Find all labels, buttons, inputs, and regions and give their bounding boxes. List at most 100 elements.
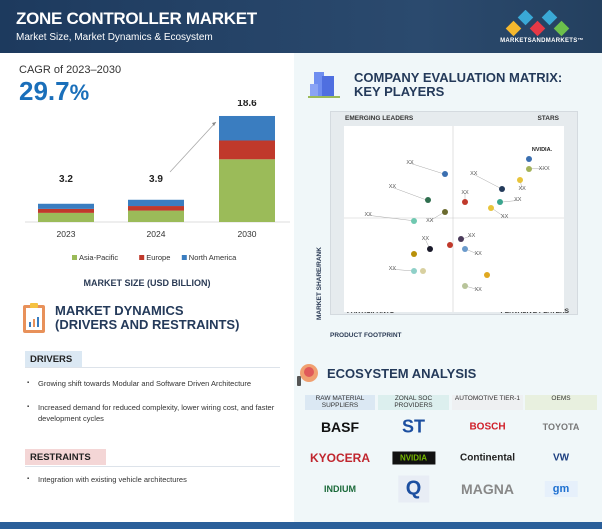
company-dot[interactable]	[420, 268, 427, 275]
divider	[25, 367, 280, 368]
ecosystem-column-header: OEMS	[525, 395, 597, 410]
ecosystem-icon	[297, 364, 318, 386]
company-dot[interactable]	[411, 217, 418, 224]
total-label: 3.2	[59, 174, 73, 185]
company-dot[interactable]	[462, 199, 468, 206]
restraint-item: Integration with existing vehicle archit…	[27, 474, 277, 485]
evaluation-matrix: EMERGING LEADERS STARS PARTICIPANTS PERV…	[330, 111, 578, 315]
bar-asia-pacific-2024	[128, 210, 184, 222]
x-tick-label: 2030	[238, 229, 257, 239]
company-dot[interactable]	[497, 199, 504, 206]
legend-label: Asia-Pacific	[79, 253, 118, 262]
company-label: NVIDIA.	[531, 147, 553, 154]
leader-line	[473, 174, 503, 190]
bar-asia-pacific-2030	[219, 159, 275, 222]
brand-logo-nvidia: NVIDIA	[391, 451, 436, 465]
company-dot[interactable]	[411, 268, 418, 275]
matrix-plot-area: NVIDIA. XXX XX XX XX XX XX XX XX XX XX XX XX XX XX XX	[344, 126, 564, 312]
brand-logo-toyota: TOYOTA	[542, 422, 580, 432]
brand-logo-gm: gm	[544, 481, 578, 497]
company-dot[interactable]	[462, 245, 468, 252]
company-label: XX	[474, 251, 482, 258]
company-dot[interactable]	[525, 165, 532, 172]
leader-line	[392, 187, 428, 201]
company-dot[interactable]	[484, 271, 490, 278]
brand-logo-vw: VW	[552, 452, 570, 464]
matrix-title-line1: COMPANY EVALUATION MATRIX:	[354, 70, 563, 85]
leader-line	[409, 162, 446, 175]
company-dot[interactable]	[411, 251, 418, 258]
page-title: ZONE CONTROLLER MARKET	[16, 9, 257, 28]
page-subtitle: Market Size, Market Dynamics & Ecosystem	[16, 32, 213, 43]
growth-arrow	[169, 121, 217, 173]
bar-asia-pacific-2023	[38, 212, 94, 222]
company-dot[interactable]	[424, 197, 431, 204]
company-dot[interactable]	[446, 242, 453, 249]
leader-line	[368, 215, 415, 222]
x-tick-label: 2023	[57, 229, 76, 239]
total-label: 3.9	[149, 174, 163, 185]
company-label: XX	[388, 266, 397, 273]
company-dot[interactable]	[426, 245, 433, 252]
bar-europe-2030	[219, 140, 275, 160]
bar-europe-2024	[128, 206, 184, 211]
x-tick-label: 2024	[147, 229, 166, 239]
company-label: XX	[474, 286, 482, 293]
driver-item: Increased demand for reduced complexity,…	[27, 402, 277, 424]
quadrant-emerging-leaders: EMERGING LEADERS	[345, 115, 414, 122]
header: ZONE CONTROLLER MARKET Market Size, Mark…	[0, 0, 602, 53]
ecosystem-title: ECOSYSTEM ANALYSIS	[327, 366, 477, 381]
restraints-tag: RESTRAINTS	[25, 449, 106, 465]
brand-logo-indium: INDIUM	[324, 484, 356, 494]
bar-north-america-2024	[128, 199, 184, 207]
brand-logo-q: Q	[397, 475, 430, 503]
ecosystem-column-header: AUTOMOTIVE TIER-1	[452, 395, 523, 410]
brand-logo-continental: Continental	[460, 452, 515, 464]
buildings-icon	[308, 72, 340, 98]
company-label: XX	[388, 184, 397, 191]
company-label: XX	[500, 214, 509, 221]
dynamics-title-line2: (DRIVERS AND RESTRAINTS)	[55, 317, 240, 332]
company-dot[interactable]	[442, 171, 449, 178]
total-label: 18.6	[237, 100, 257, 109]
footer-bar	[0, 522, 602, 529]
company-label: XX	[364, 212, 372, 219]
logo-text: MARKETSANDMARKETS™	[500, 38, 584, 44]
company-dot[interactable]	[457, 236, 464, 243]
matrix-x-label: PRODUCT FOOTPRINT	[330, 332, 402, 339]
brand-logo-basf: BASF	[320, 419, 360, 435]
company-label: XXX	[538, 165, 550, 172]
cagr-value: 29.7%	[19, 76, 89, 107]
market-size-chart: 2023 3.2 2024 3.9 2030 18.6 Asia-Pacific Europe…	[25, 100, 290, 262]
company-label: XX	[467, 232, 476, 239]
legend-swatch	[139, 255, 145, 260]
marketsandmarkets-logo: MARKETSANDMARKETS™	[498, 9, 584, 50]
company-label: XX	[426, 217, 434, 224]
matrix-y-label: MARKET SHARE/RANK	[316, 247, 323, 320]
bar-north-america-2030	[219, 115, 275, 141]
ecosystem-column-header: ZONAL SOC PROVIDERS	[378, 395, 449, 410]
quadrant-stars: STARS	[537, 115, 559, 122]
company-label: XX	[461, 189, 469, 196]
leader-line	[500, 200, 518, 203]
company-dot[interactable]	[442, 208, 449, 215]
company-dot[interactable]	[488, 204, 495, 211]
drivers-tag: DRIVERS	[25, 351, 82, 367]
company-label: XX	[518, 186, 526, 193]
bar-north-america-2023	[38, 203, 94, 209]
dynamics-title-line1: MARKET DYNAMICS	[55, 303, 184, 318]
legend-swatch	[181, 255, 187, 260]
company-label: XX	[514, 197, 522, 204]
company-dot[interactable]	[462, 282, 468, 289]
cagr-unit: %	[69, 80, 90, 105]
legend-swatch	[72, 255, 77, 260]
company-dot[interactable]	[517, 176, 523, 183]
cagr-number: 29.7	[19, 76, 70, 106]
divider	[25, 466, 280, 467]
company-dot[interactable]	[499, 186, 506, 193]
ecosystem-column-header: RAW MATERIAL SUPPLIERS	[305, 395, 375, 410]
company-label: XX	[470, 171, 478, 178]
company-dot[interactable]	[525, 156, 532, 163]
brand-logo-st: ST	[401, 416, 426, 437]
brand-logo-kyocera: KYOCERA	[309, 451, 371, 465]
